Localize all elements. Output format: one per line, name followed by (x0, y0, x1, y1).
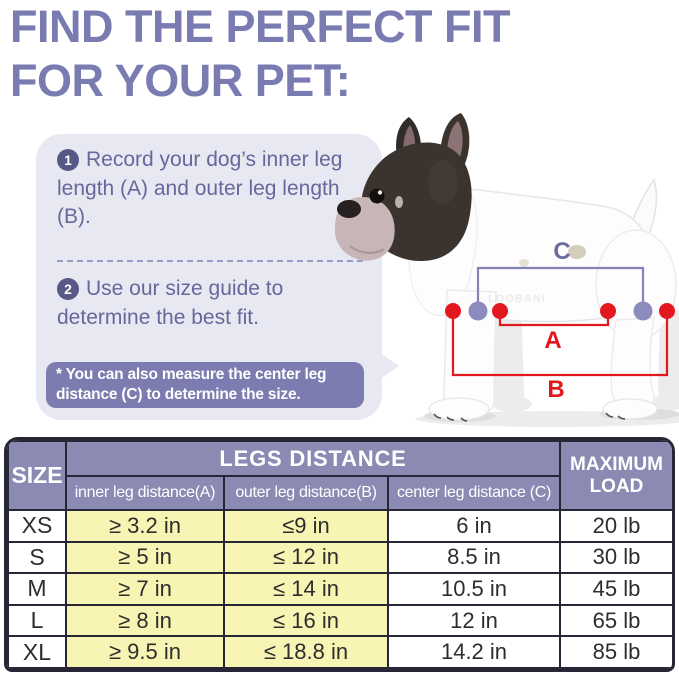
page-title-line2: FOR YOUR PET: (10, 55, 351, 106)
page-title: FIND THE PERFECT FIT FOR YOUR PET: (10, 0, 511, 108)
outer-distance-cell: ≤ 18.8 in (223, 635, 389, 669)
outer-distance-cell: ≤9 in (223, 509, 389, 543)
measurement-dot-center-hind (633, 301, 653, 321)
max-load-cell: 20 lb (559, 509, 672, 543)
dog-body-spot (568, 245, 586, 259)
steps-divider (57, 260, 363, 262)
center-distance-cell: 12 in (387, 603, 561, 638)
max-load-cell: 30 lb (559, 540, 672, 575)
dog-illustration: LOOBANI (334, 113, 679, 427)
fit-size-table: SIZE LEGS DISTANCE MAXIMUM LOAD inner le… (7, 440, 672, 669)
watermark-text: LOOBANI (488, 293, 546, 305)
outer-distance-cell: ≤ 16 in (223, 603, 389, 638)
max-load-cell: 85 lb (559, 635, 672, 669)
outer-distance-cell: ≤ 14 in (223, 572, 389, 606)
dog-hind-paw (602, 398, 658, 420)
table-header-row-1: SIZE LEGS DISTANCE MAXIMUM LOAD (7, 440, 672, 511)
dog-measurement-diagram: LOOBANI A B C (334, 113, 679, 427)
measurement-overlay: A B C (445, 238, 675, 403)
instruction-bubble: 1 Record your dog’s inner leg length (A) … (36, 134, 399, 420)
table-row-xs: XS ≥ 3.2 in ≤9 in 6 in 20 lb (7, 509, 672, 543)
label-b: B (547, 376, 564, 403)
col-header-maximum-load: MAXIMUM LOAD (559, 440, 672, 511)
bracket-b (451, 313, 669, 377)
col-header-center-leg-distance: center leg distance (C) (387, 475, 561, 511)
inner-distance-cell: ≥ 8 in (65, 603, 225, 638)
measurement-dot-outer-front (445, 303, 461, 319)
note-text: * You can also measure the center leg di… (56, 365, 327, 404)
center-distance-cell: 14.2 in (387, 635, 561, 669)
step-2: 2 Use our size guide to determine the bes… (57, 275, 359, 332)
inner-distance-cell: ≥ 7 in (65, 572, 225, 606)
dog-eye (369, 188, 385, 204)
table-row-xl: XL ≥ 9.5 in ≤ 18.8 in 14.2 in 85 lb (7, 635, 672, 669)
center-distance-cell: 6 in (387, 509, 561, 543)
max-load-cell: 45 lb (559, 572, 672, 606)
label-c: C (553, 238, 570, 265)
measurement-dot-center-front (468, 301, 488, 321)
size-table: SIZE LEGS DISTANCE MAXIMUM LOAD inner le… (4, 437, 675, 672)
step-1-text: Record your dog’s inner leg length (A) a… (57, 148, 343, 228)
center-distance-cell: 10.5 in (387, 572, 561, 606)
measurement-dot-inner-front (492, 303, 508, 319)
row-size-label: XS (7, 509, 67, 543)
center-distance-cell: 8.5 in (387, 540, 561, 575)
dog-hind-lower-leg (610, 317, 655, 409)
dog-front-paw (428, 397, 490, 421)
dog-far-hind-leg (658, 310, 679, 405)
max-load-cell: 65 lb (559, 603, 672, 638)
page-title-line1: FIND THE PERFECT FIT (10, 1, 511, 52)
inner-distance-cell: ≥ 3.2 in (65, 509, 225, 543)
speech-pointer (380, 353, 399, 379)
table-row-s: S ≥ 5 in ≤ 12 in 8.5 in 30 lb (7, 540, 672, 575)
col-header-outer-leg-distance: outer leg distance(B) (223, 475, 389, 511)
table-row-l: L ≥ 8 in ≤ 16 in 12 in 65 lb (7, 603, 672, 638)
row-size-label: XL (7, 635, 67, 669)
inner-distance-cell: ≥ 9.5 in (65, 635, 225, 669)
table-row-m: M ≥ 7 in ≤ 14 in 10.5 in 45 lb (7, 572, 672, 606)
dog-nose (337, 200, 361, 218)
row-size-label: S (7, 540, 67, 575)
step-2-text: Use our size guide to determine the best… (57, 277, 284, 329)
outer-distance-cell: ≤ 12 in (223, 540, 389, 575)
step-1-number-badge: 1 (57, 149, 79, 171)
step-1: 1 Record your dog’s inner leg length (A) … (57, 146, 359, 232)
col-header-legs-distance: LEGS DISTANCE (65, 440, 561, 477)
col-header-inner-leg-distance: inner leg distance(A) (65, 475, 225, 511)
bracket-c (476, 266, 645, 311)
row-size-label: L (7, 603, 67, 638)
measurement-dot-inner-hind (600, 303, 616, 319)
label-a: A (544, 327, 561, 354)
row-size-label: M (7, 572, 67, 606)
dog-forehead-spot (395, 196, 403, 208)
measurement-dot-outer-hind (659, 303, 675, 319)
table-header-row-2: inner leg distance(A) outer leg distance… (8, 475, 672, 511)
inner-distance-cell: ≥ 5 in (65, 540, 225, 575)
col-header-size: SIZE (7, 440, 67, 511)
note-box: * You can also measure the center leg di… (46, 362, 364, 408)
step-2-number-badge: 2 (57, 278, 79, 300)
